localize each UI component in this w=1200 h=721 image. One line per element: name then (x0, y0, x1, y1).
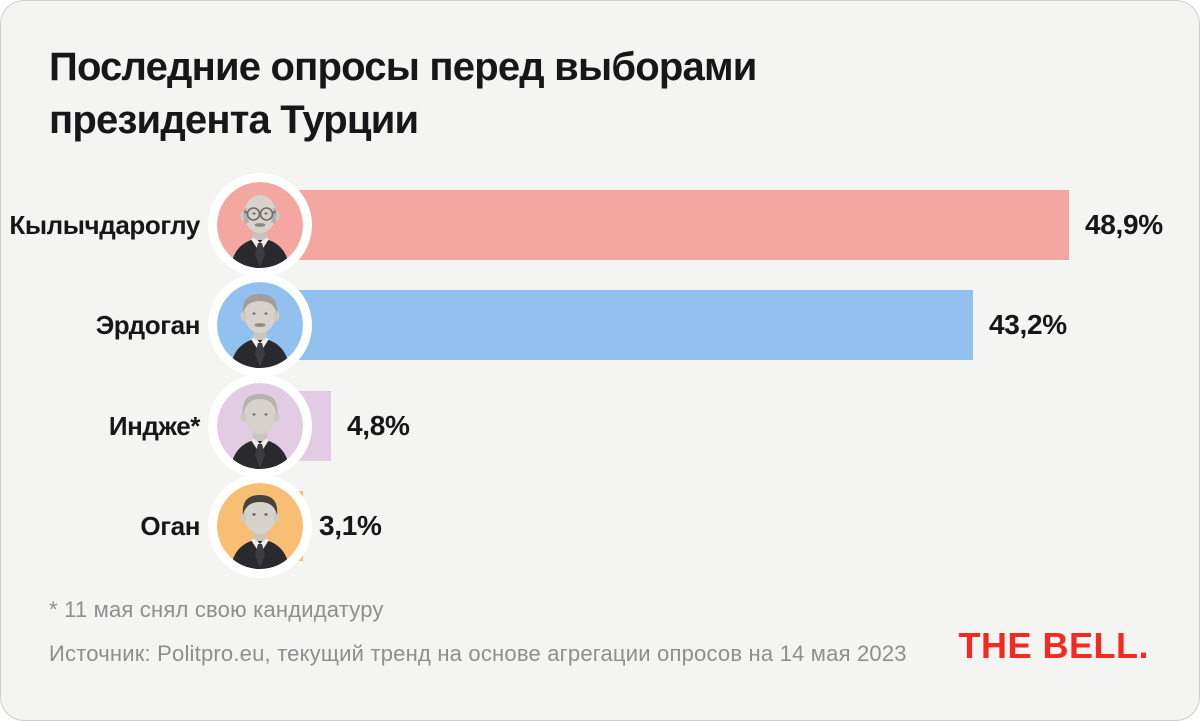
candidate-avatar (208, 173, 312, 277)
poll-bar (251, 290, 973, 360)
candidate-avatar (208, 374, 312, 478)
bar-row-erdogan: Эрдоган (1, 273, 1199, 377)
chart-title: Последние опросы перед выборами президен… (49, 41, 949, 147)
value-label: 43,2% (989, 309, 1067, 340)
chart-title-line2: президента Турции (49, 98, 419, 143)
candidate-label: Кылычдароглу (9, 209, 200, 240)
the-bell-logo: THE BELL. (958, 625, 1149, 666)
value-label: 48,9% (1085, 209, 1163, 240)
candidate-label: Эрдоган (95, 309, 201, 340)
candidate-label: Индже* (108, 410, 201, 441)
candidate-portrait-icon (217, 383, 303, 469)
candidate-portrait-icon (217, 182, 303, 268)
bar-row-ince: Индже* 4,8% (1, 374, 1199, 478)
candidate-avatar (208, 273, 312, 377)
candidate-portrait-icon (217, 282, 303, 368)
chart-title-line1: Последние опросы перед выборами (49, 45, 757, 89)
bar-row-kilicdaroglu: Кылычдароглу (1, 173, 1199, 277)
bar-row-ogan: Оган 3,1% (1, 474, 1199, 578)
candidate-portrait-icon (217, 483, 303, 569)
value-label: 3,1% (319, 510, 382, 541)
source-credit: Источник: Politpro.eu, текущий тренд на … (49, 641, 907, 666)
candidate-avatar (208, 474, 312, 578)
poll-bar (251, 190, 1069, 260)
candidate-label: Оган (140, 510, 200, 541)
footnote: * 11 мая снял свою кандидатуру (49, 597, 384, 622)
value-label: 4,8% (347, 410, 410, 441)
